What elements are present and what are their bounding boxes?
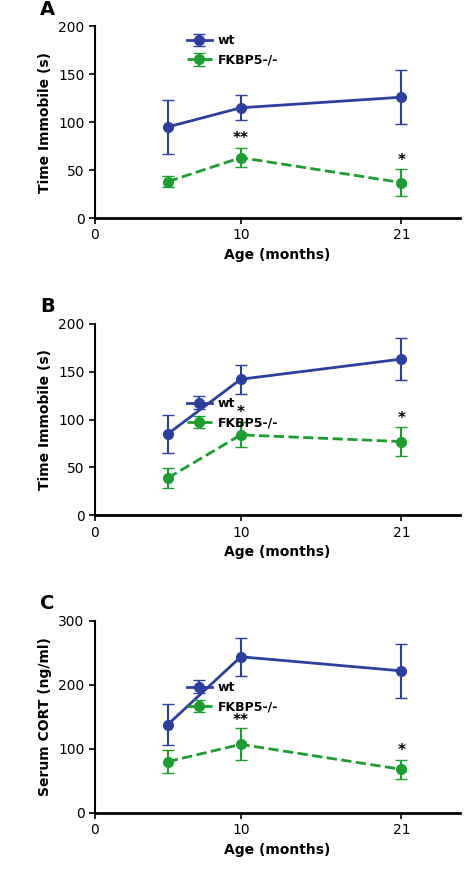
Text: **: ** [233, 131, 249, 146]
Legend: wt, FKBP5-/-: wt, FKBP5-/- [187, 397, 278, 429]
Y-axis label: Time Immobile (s): Time Immobile (s) [38, 52, 53, 192]
Text: *: * [397, 744, 405, 759]
X-axis label: Age (months): Age (months) [224, 545, 330, 559]
Y-axis label: Time Immobile (s): Time Immobile (s) [38, 349, 53, 490]
Text: A: A [40, 0, 55, 18]
Text: **: ** [233, 713, 249, 728]
Text: C: C [40, 594, 55, 614]
Text: B: B [40, 297, 55, 316]
Text: *: * [397, 153, 405, 168]
Y-axis label: Serum CORT (ng/ml): Serum CORT (ng/ml) [38, 637, 53, 796]
Legend: wt, FKBP5-/-: wt, FKBP5-/- [187, 34, 278, 66]
X-axis label: Age (months): Age (months) [224, 843, 330, 857]
Text: *: * [397, 412, 405, 427]
Legend: wt, FKBP5-/-: wt, FKBP5-/- [187, 681, 278, 713]
X-axis label: Age (months): Age (months) [224, 248, 330, 262]
Text: *: * [237, 406, 245, 420]
